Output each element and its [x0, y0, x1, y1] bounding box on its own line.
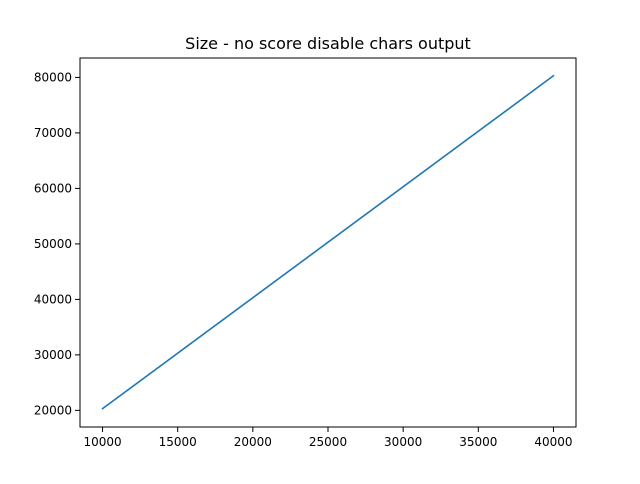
- x-tick-label: 35000: [459, 435, 497, 449]
- chart-title: Size - no score disable chars output: [185, 34, 471, 53]
- x-tick-label: 20000: [234, 435, 272, 449]
- y-tick-label: 60000: [34, 181, 72, 195]
- y-tick-label: 80000: [34, 70, 72, 84]
- x-tick-label: 30000: [384, 435, 422, 449]
- y-tick-label: 50000: [34, 237, 72, 251]
- y-tick-label: 40000: [34, 292, 72, 306]
- x-tick-label: 15000: [159, 435, 197, 449]
- y-tick-label: 20000: [34, 403, 72, 417]
- y-tick-label: 30000: [34, 348, 72, 362]
- x-tick-label: 25000: [309, 435, 347, 449]
- x-tick-label: 40000: [534, 435, 572, 449]
- x-tick-label: 10000: [83, 435, 121, 449]
- y-tick-label: 70000: [34, 126, 72, 140]
